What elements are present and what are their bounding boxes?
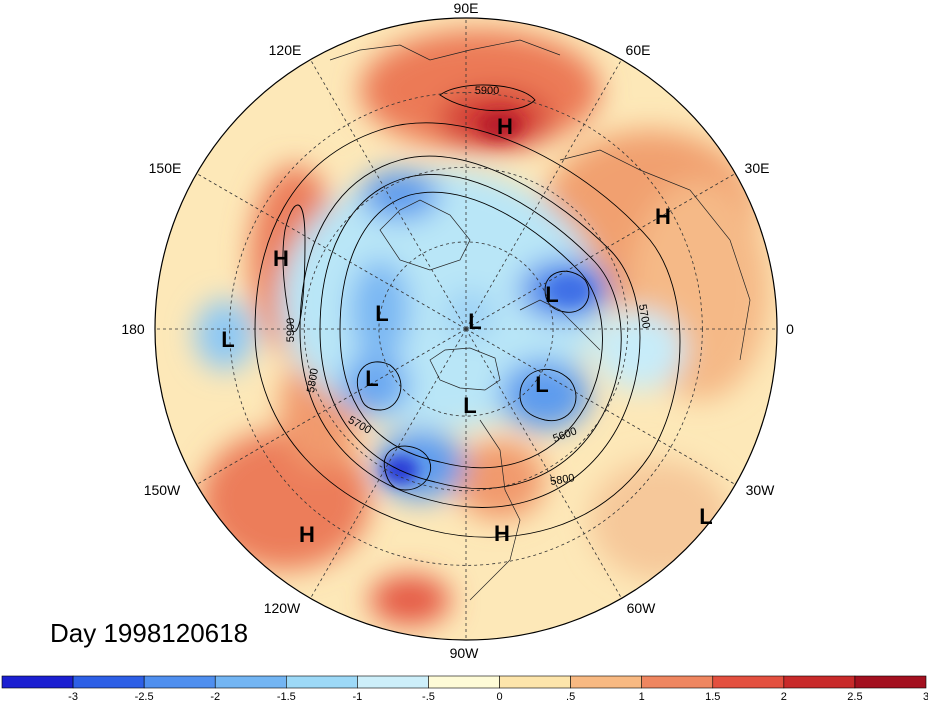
pressure-center-high: H [299,522,315,547]
colorbar-tick-label: -2 [210,691,220,702]
colorbar-tick-label: 3 [923,691,928,702]
pressure-center-low: L [535,372,548,397]
meridian-line [465,59,622,330]
longitude-labels: 90E 60E 30E 0 30W 60W 90W 120W 150W 180 … [121,0,794,661]
lon-label-90w: 90W [450,645,480,661]
colorbar-swatch [143,675,216,689]
colorbar-swatch [428,675,500,689]
colorbar-swatch [357,675,429,689]
colorbar-swatch [641,675,714,689]
contour-label: 5900 [475,85,499,97]
latitude-circle [303,166,629,492]
day-label: Day 1998120618 [50,618,249,648]
colorbar-tick-label: -.5 [422,691,435,702]
meridian-line [465,328,622,599]
lon-label-0: 0 [786,321,794,337]
pressure-center-high: H [273,246,289,271]
pressure-center-low: L [545,282,558,307]
lon-label-30e: 30E [745,160,770,176]
pressure-center-low: L [699,504,712,529]
pressure-center-low: L [221,327,234,352]
graticule [155,18,777,640]
colorbar-tick-label: 1.5 [705,691,720,702]
colorbar-tick-label: .5 [566,691,575,702]
colorbar-swatch [499,675,571,689]
colorbar-swatch [783,675,856,689]
colorbar-swatch [712,675,785,689]
contour-label: 5900 [285,318,297,342]
lon-label-120e: 120E [269,42,302,58]
pressure-center-low: L [463,393,476,418]
pressure-center-high: H [497,114,513,139]
height-contours [254,84,681,538]
pressure-center-high: H [655,204,671,229]
latitude-circle [378,241,554,417]
anomaly-field [155,18,777,640]
lon-label-60w: 60W [627,600,657,616]
meridian-line [310,328,467,599]
coastlines [329,39,751,601]
lon-label-90e: 90E [454,0,479,16]
colorbar-tick-label: -1.5 [277,691,296,702]
pressure-center-low: L [365,366,378,391]
lon-label-150e: 150E [149,160,182,176]
lon-label-180: 180 [121,321,145,337]
colorbar-swatch [570,675,642,689]
lon-label-30w: 30W [746,482,776,498]
contour-label: 5700 [636,303,652,329]
lon-label-120w: 120W [264,600,301,616]
colorbar-swatch [72,675,145,689]
colorbar-tick-label: -2.5 [135,691,154,702]
contour-label: 5800 [549,472,575,488]
colorbar-tick-label: 2 [781,691,787,702]
meridian-line [196,173,467,330]
contour-label: 5800 [305,367,321,393]
colorbar-tick-label: 1 [639,691,645,702]
globe-boundary [154,17,778,641]
colorbar-swatch [214,675,287,689]
colorbar-swatch [854,675,927,689]
pressure-center-low: L [375,301,388,326]
colorbar-tick-label: 0 [496,691,502,702]
latitude-circle [229,92,703,566]
colorbar-tick-label: -1 [352,691,362,702]
meridian-line [310,59,467,330]
colorbar-tick-label: -3 [68,691,78,702]
meridian-line [465,328,736,485]
meridian-line [465,173,736,330]
pressure-centers: H H H L L L L L L L L H H [221,114,712,547]
colorbar-swatch [1,675,74,689]
pressure-center-low: L [468,309,481,334]
lon-label-150w: 150W [144,482,181,498]
colorbar: -3 -2.5 -2 -1.5 -1 -.5 0 .5 1 1.5 2 2.5 3 [1,675,928,702]
colorbar-tick-label: 2.5 [847,691,862,702]
meridian-line [196,328,467,485]
colorbar-swatch [286,675,358,689]
pressure-center-high: H [494,521,510,546]
lon-label-60e: 60E [626,42,651,58]
